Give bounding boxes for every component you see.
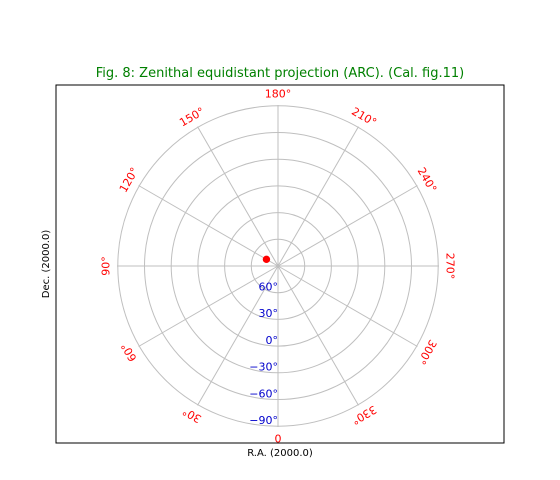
dec-tick-labels: 60° 30° 0° −30° −60° −90° xyxy=(249,281,278,428)
ra-meridian xyxy=(277,126,359,267)
dec-tick-label: −90° xyxy=(249,414,278,427)
dec-tick-label: 30° xyxy=(259,307,279,320)
ra-tick-label: 120° xyxy=(117,165,142,194)
ra-tick-label: 60° xyxy=(119,340,140,363)
ra-tick-label: 30° xyxy=(180,404,203,425)
ra-meridian xyxy=(197,265,279,406)
plot-frame xyxy=(55,84,505,444)
ra-meridian xyxy=(277,185,418,267)
ra-tick-label: 300° xyxy=(415,337,440,366)
ra-tick-label: 270° xyxy=(444,253,457,280)
ra-tick-label: 240° xyxy=(415,165,440,194)
ra-meridian xyxy=(197,126,279,267)
ra-meridian xyxy=(138,185,279,267)
ra-tick-label: 330° xyxy=(349,403,378,428)
y-axis-label: Dec. (2000.0) xyxy=(41,230,52,299)
ra-tick-label: 150° xyxy=(177,105,206,130)
graticule xyxy=(117,105,439,427)
ra-tick-label: 210° xyxy=(349,105,378,130)
data-points xyxy=(262,255,271,264)
data-point xyxy=(262,255,271,264)
ra-tick-label: 90° xyxy=(100,256,113,276)
ra-tick-label: 0 xyxy=(275,432,282,445)
dec-tick-label: −60° xyxy=(249,387,278,400)
ra-meridian xyxy=(277,265,359,406)
dec-tick-label: −30° xyxy=(249,361,278,374)
dec-tick-label: 0° xyxy=(266,334,279,347)
dec-tick-label: 60° xyxy=(259,281,279,294)
ra-meridian xyxy=(277,265,418,347)
ra-tick-label: 180° xyxy=(265,88,292,101)
chart-title: Fig. 8: Zenithal equidistant projection … xyxy=(96,66,465,81)
x-axis-label: R.A. (2000.0) xyxy=(247,448,313,459)
ra-meridian xyxy=(138,265,279,347)
